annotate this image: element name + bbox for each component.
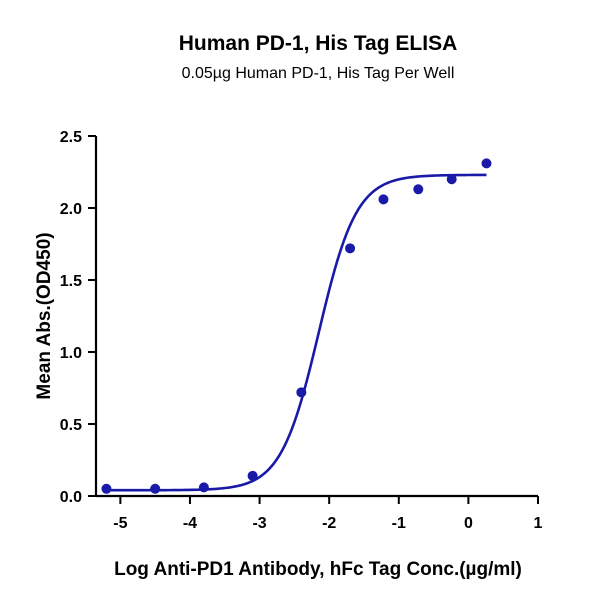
x-tick-label: 1 [534,515,543,532]
data-point [378,194,389,205]
y-tick-label: 1.0 [60,345,82,362]
data-point [413,184,424,195]
data-point [150,483,161,494]
data-point [446,174,457,185]
data-point [296,387,307,398]
y-tick-label: 0.0 [60,489,82,506]
x-tick-label: -4 [183,515,197,532]
chart-title: Human PD-1, His Tag ELISA [179,32,458,55]
x-tick-label: -5 [113,515,127,532]
x-tick-label: -1 [392,515,406,532]
data-point [198,482,209,493]
data-point [345,243,356,254]
y-tick-label: 2.0 [60,201,82,218]
fit-curve [106,173,487,492]
x-axis-label: Log Anti-PD1 Antibody, hFc Tag Conc.(µg/… [114,559,522,580]
data-point [481,158,492,169]
x-tick-label: -2 [322,515,336,532]
x-axis: -5 -4 -3 -2 -1 0 1 [96,494,543,532]
y-axis: 0.0 0.5 1.0 1.5 2.0 2.5 [60,129,98,506]
y-tick-label: 1.5 [60,273,82,290]
x-tick-label: 0 [464,515,473,532]
data-point [101,483,112,494]
x-tick-label: -3 [252,515,266,532]
y-tick-label: 2.5 [60,129,82,146]
data-point [247,470,258,481]
y-tick-label: 0.5 [60,417,82,434]
chart-subtitle: 0.05µg Human PD-1, His Tag Per Well [182,65,455,82]
y-axis-label: Mean Abs.(OD450) [34,232,55,399]
plot-area [101,158,492,494]
